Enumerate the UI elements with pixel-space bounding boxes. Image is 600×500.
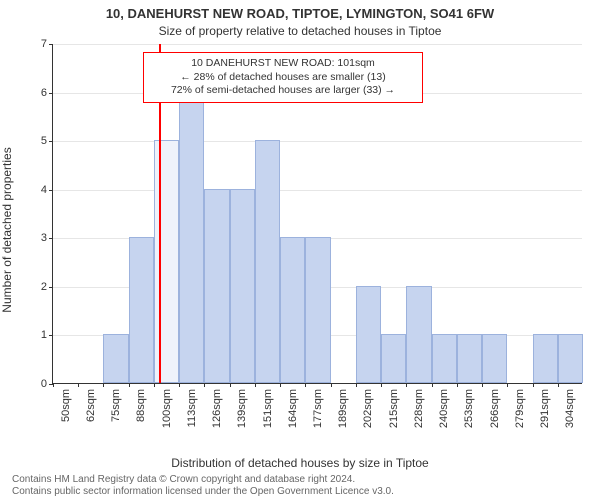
xtick-label: 126sqm — [211, 389, 223, 428]
histogram-bar — [154, 140, 179, 383]
xtick-label: 139sqm — [236, 389, 248, 428]
xtick-label: 279sqm — [514, 389, 526, 428]
ytick-label: 3 — [41, 232, 53, 244]
xtick-mark — [331, 383, 332, 387]
histogram-bar — [482, 334, 507, 383]
xtick-mark — [204, 383, 205, 387]
histogram-bar — [255, 140, 280, 383]
ytick-label: 5 — [41, 135, 53, 147]
xtick-label: 202sqm — [362, 389, 374, 428]
attribution-line: Contains public sector information licen… — [12, 486, 588, 498]
chart-container: 10, DANEHURST NEW ROAD, TIPTOE, LYMINGTO… — [0, 0, 600, 500]
xtick-mark — [255, 383, 256, 387]
annotation-box: 10 DANEHURST NEW ROAD: 101sqm← 28% of de… — [143, 52, 423, 103]
xtick-label: 151sqm — [262, 389, 274, 428]
xtick-mark — [558, 383, 559, 387]
xtick-mark — [53, 383, 54, 387]
ytick-label: 2 — [41, 281, 53, 293]
xtick-label: 189sqm — [337, 389, 349, 428]
xtick-mark — [457, 383, 458, 387]
ytick-label: 4 — [41, 184, 53, 196]
xtick-mark — [507, 383, 508, 387]
xtick-mark — [129, 383, 130, 387]
histogram-bar — [179, 92, 204, 383]
xtick-label: 100sqm — [161, 389, 173, 428]
xtick-label: 291sqm — [539, 389, 551, 428]
xtick-label: 304sqm — [564, 389, 576, 428]
histogram-bar — [103, 334, 128, 383]
histogram-bar — [129, 237, 154, 383]
xtick-mark — [179, 383, 180, 387]
xtick-mark — [482, 383, 483, 387]
xtick-mark — [305, 383, 306, 387]
xtick-mark — [78, 383, 79, 387]
histogram-bar — [558, 334, 583, 383]
xtick-mark — [533, 383, 534, 387]
grid-line — [53, 190, 582, 191]
histogram-bar — [230, 189, 255, 383]
histogram-bar — [533, 334, 558, 383]
histogram-bar — [457, 334, 482, 383]
plot-area: 0123456750sqm62sqm75sqm88sqm100sqm113sqm… — [52, 44, 582, 384]
xtick-label: 253sqm — [463, 389, 475, 428]
x-axis-label: Distribution of detached houses by size … — [0, 456, 600, 470]
histogram-bar — [381, 334, 406, 383]
xtick-mark — [432, 383, 433, 387]
xtick-label: 266sqm — [489, 389, 501, 428]
xtick-label: 88sqm — [135, 389, 147, 422]
xtick-mark — [381, 383, 382, 387]
xtick-label: 50sqm — [60, 389, 72, 422]
attribution-line: Contains HM Land Registry data © Crown c… — [12, 474, 588, 486]
histogram-bar — [406, 286, 431, 383]
histogram-bar — [432, 334, 457, 383]
xtick-mark — [280, 383, 281, 387]
histogram-bar — [280, 237, 305, 383]
xtick-mark — [230, 383, 231, 387]
histogram-bar — [204, 189, 229, 383]
xtick-mark — [406, 383, 407, 387]
ytick-label: 7 — [41, 38, 53, 50]
chart-title-main: 10, DANEHURST NEW ROAD, TIPTOE, LYMINGTO… — [0, 6, 600, 21]
ytick-label: 6 — [41, 87, 53, 99]
xtick-label: 228sqm — [413, 389, 425, 428]
xtick-label: 113sqm — [186, 389, 198, 427]
y-axis-label: Number of detached properties — [0, 65, 14, 230]
chart-title-sub: Size of property relative to detached ho… — [0, 24, 600, 38]
ytick-label: 0 — [41, 378, 53, 390]
annotation-line: ← 28% of detached houses are smaller (13… — [152, 71, 414, 85]
xtick-mark — [356, 383, 357, 387]
xtick-label: 75sqm — [110, 389, 122, 422]
ytick-label: 1 — [41, 329, 53, 341]
annotation-line: 10 DANEHURST NEW ROAD: 101sqm — [152, 57, 414, 71]
histogram-bar — [356, 286, 381, 383]
xtick-mark — [154, 383, 155, 387]
xtick-label: 215sqm — [388, 389, 400, 428]
annotation-line: 72% of semi-detached houses are larger (… — [152, 84, 414, 98]
xtick-label: 164sqm — [287, 389, 299, 428]
xtick-label: 240sqm — [438, 389, 450, 428]
attribution: Contains HM Land Registry data © Crown c… — [12, 474, 588, 498]
xtick-mark — [103, 383, 104, 387]
grid-line — [53, 141, 582, 142]
histogram-bar — [305, 237, 330, 383]
xtick-label: 62sqm — [85, 389, 97, 422]
xtick-label: 177sqm — [312, 389, 324, 428]
grid-line — [53, 44, 582, 45]
